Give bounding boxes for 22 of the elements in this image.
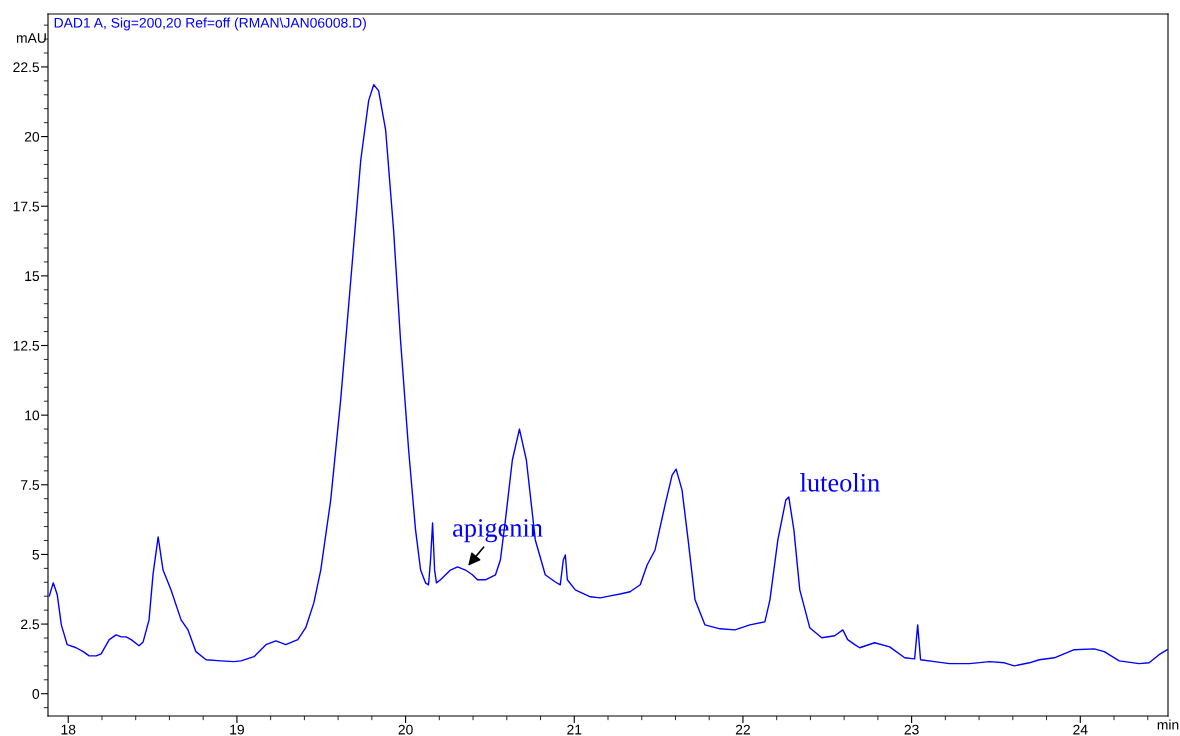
y-tick-label: 17.5: [13, 201, 40, 212]
y-tick-label: 20: [24, 131, 40, 142]
x-tick-label: 24: [1073, 724, 1088, 735]
y-axis-title: mAU: [16, 33, 46, 43]
x-tick-label: 21: [567, 724, 582, 735]
x-tick-label: 18: [61, 724, 76, 735]
annotation: luteolin: [800, 473, 880, 492]
y-tick-label: 0: [32, 689, 40, 699]
y-tick-label: 22.5: [13, 62, 40, 73]
x-tick-label: 23: [904, 724, 919, 735]
chart-title: DAD1 A, Sig=200,20 Ref=off (RMAN\JAN06008.D): [54, 17, 366, 31]
y-tick-label: 10: [25, 410, 40, 421]
y-tick-label: 2.5: [21, 619, 40, 630]
y-tick-label: 12.5: [13, 340, 40, 351]
line-series: [48, 84, 1168, 667]
x-tick-label: 20: [398, 724, 413, 735]
y-tick-label: 15: [25, 271, 40, 282]
x-axis-title: min: [1157, 719, 1179, 730]
x-tick-label: 22: [735, 724, 750, 735]
y-tick-label: 5: [32, 549, 40, 560]
y-tick-label: 7.5: [21, 480, 40, 490]
x-tick-label: 19: [230, 724, 244, 735]
